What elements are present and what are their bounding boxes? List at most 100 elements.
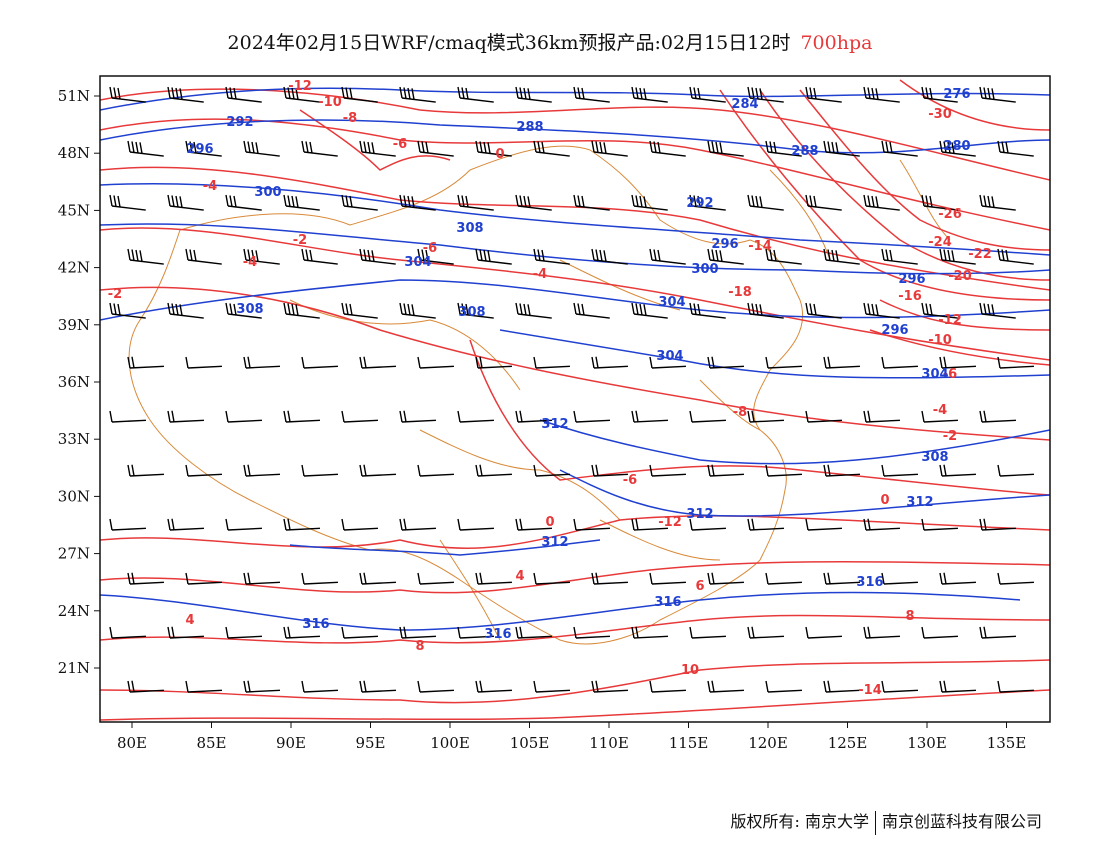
wind-barb [649, 356, 686, 369]
wind-barb [881, 356, 918, 369]
lon-tick-label: 125E [828, 734, 868, 752]
wind-barb [997, 356, 1034, 369]
wind-barb [881, 572, 918, 585]
wind-barb [243, 140, 280, 157]
wind-barb [591, 356, 628, 369]
wind-barb [457, 194, 494, 211]
wind-barb [631, 626, 668, 639]
wind-barb [127, 248, 164, 265]
wind-barb [573, 626, 610, 639]
wind-barb [979, 518, 1016, 531]
wind-barb [533, 680, 570, 693]
lon-tick-label: 110E [589, 734, 629, 752]
wind-barb [283, 194, 320, 211]
geopotential-label: 288 [516, 120, 543, 135]
wind-barb [399, 626, 436, 639]
wind-barb [533, 464, 570, 477]
isotherm-label: -4 [243, 255, 257, 270]
lat-tick-label: 21N [58, 659, 90, 677]
geopotential-label: 308 [921, 450, 948, 465]
wind-barb [185, 140, 222, 157]
wind-barb [939, 356, 976, 369]
isotherm-label: -14 [748, 239, 772, 254]
isotherm-label: 4 [185, 613, 194, 628]
wind-barb [863, 518, 900, 531]
geopotential-label: 304 [656, 349, 683, 364]
wind-barb [185, 248, 222, 265]
isotherm-label: -30 [928, 107, 952, 122]
wind-barb [399, 410, 436, 423]
wind-barb [533, 140, 570, 157]
contour-labels: -12-10-8-60-4-2-4-2-6-4-8-60 -124684810-1… [108, 79, 992, 698]
wind-barb [939, 572, 976, 585]
isotherm-label: -12 [658, 515, 682, 530]
isotherm-label: -6 [943, 367, 957, 382]
wind-barb [167, 410, 204, 423]
wind-barb [167, 86, 204, 103]
isotherm-label: 0 [545, 515, 554, 530]
isotherm-label: -12 [288, 79, 312, 94]
map-title: 2024年02月15日WRF/cmaq模式36km预报产品:02月15日12时 7… [0, 28, 1100, 55]
wind-barb [921, 302, 958, 319]
wind-barb [689, 626, 726, 639]
wind-barb [225, 518, 262, 531]
isotherm-label: -6 [423, 241, 437, 256]
geopotential-label: 316 [856, 575, 883, 590]
wind-barb [823, 140, 860, 157]
wind-barb [689, 194, 726, 211]
lat-tick-label: 27N [58, 545, 90, 563]
wind-barb [649, 464, 686, 477]
wind-barb [573, 518, 610, 531]
copyright-footer: 版权所有: 南京大学 南京创蓝科技有限公司 [731, 808, 1042, 835]
lon-tick-label: 100E [430, 734, 470, 752]
isotherm-label: -18 [728, 285, 752, 300]
wind-barb [533, 572, 570, 585]
wind-barb [997, 680, 1034, 693]
isotherm-label: -20 [948, 269, 972, 284]
wind-barb [881, 680, 918, 693]
wind-barb [863, 86, 900, 103]
wind-barb [707, 464, 744, 477]
wind-barb [399, 86, 436, 103]
wind-barb [689, 302, 726, 319]
wind-barb [805, 194, 842, 211]
wind-barb [417, 464, 454, 477]
wind-barb [765, 356, 802, 369]
geopotential-label: 316 [484, 627, 511, 642]
wind-barb [301, 464, 338, 477]
wind-barb [765, 248, 802, 265]
geopotential-label: 284 [731, 97, 758, 112]
isotherm-label: 4 [515, 569, 524, 584]
footer-separator [874, 810, 876, 835]
wind-barb [167, 302, 204, 319]
isotherm-label: -4 [933, 403, 947, 418]
wind-barb [167, 626, 204, 639]
wind-barb [649, 140, 686, 157]
wind-barb [457, 626, 494, 639]
geopotential-label: 312 [541, 535, 568, 550]
wind-barb [765, 140, 802, 157]
wind-barb [747, 626, 784, 639]
isotherm-label: -10 [318, 95, 342, 110]
wind-barb [457, 302, 494, 319]
wind-barb [921, 410, 958, 423]
wind-barb [185, 572, 222, 585]
wind-barb [341, 410, 378, 423]
wind-barbs [109, 86, 1034, 693]
wind-barb [631, 410, 668, 423]
wind-barb [747, 518, 784, 531]
wind-barb [341, 86, 378, 103]
wind-barb [185, 356, 222, 369]
wind-barb [805, 626, 842, 639]
wind-barb [243, 248, 280, 265]
wind-barb [939, 680, 976, 693]
wind-barb [997, 464, 1034, 477]
isotherm-label: -26 [938, 207, 962, 222]
isotherm-label: 10 [681, 663, 699, 678]
lon-tick-label: 95E [355, 734, 385, 752]
wind-barb [283, 302, 320, 319]
wind-barb [341, 626, 378, 639]
wind-barb [979, 194, 1016, 211]
isotherm-label: -6 [623, 473, 637, 488]
